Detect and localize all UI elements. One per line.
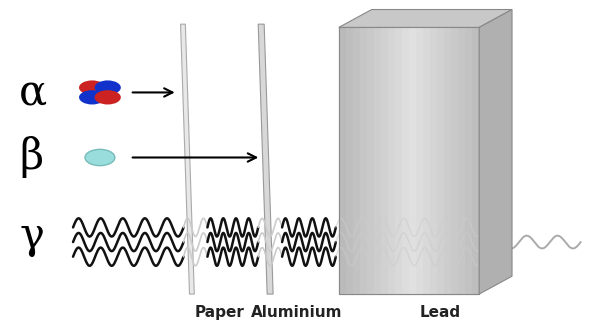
Polygon shape	[430, 28, 437, 294]
Polygon shape	[416, 28, 423, 294]
Text: γ: γ	[19, 215, 44, 256]
Text: Paper: Paper	[194, 305, 244, 320]
Polygon shape	[409, 28, 416, 294]
Polygon shape	[458, 28, 465, 294]
Polygon shape	[339, 28, 479, 294]
Polygon shape	[479, 10, 512, 294]
Polygon shape	[451, 28, 458, 294]
Polygon shape	[423, 28, 430, 294]
Circle shape	[79, 80, 106, 95]
Polygon shape	[444, 28, 451, 294]
Polygon shape	[472, 28, 479, 294]
Text: α: α	[19, 72, 47, 113]
Text: β: β	[19, 136, 43, 178]
Polygon shape	[367, 28, 374, 294]
Polygon shape	[437, 28, 444, 294]
Text: Lead: Lead	[420, 305, 461, 320]
Polygon shape	[339, 10, 512, 28]
Polygon shape	[181, 24, 194, 294]
Polygon shape	[353, 28, 360, 294]
Polygon shape	[395, 28, 402, 294]
Polygon shape	[339, 28, 346, 294]
Circle shape	[79, 90, 106, 105]
Polygon shape	[465, 28, 472, 294]
Circle shape	[95, 90, 121, 105]
Polygon shape	[381, 28, 388, 294]
Polygon shape	[388, 28, 395, 294]
Polygon shape	[346, 28, 353, 294]
Polygon shape	[360, 28, 367, 294]
Polygon shape	[258, 24, 273, 294]
Circle shape	[95, 80, 121, 95]
Polygon shape	[374, 28, 381, 294]
Text: Aluminium: Aluminium	[251, 305, 343, 320]
Circle shape	[85, 149, 115, 166]
Polygon shape	[402, 28, 409, 294]
